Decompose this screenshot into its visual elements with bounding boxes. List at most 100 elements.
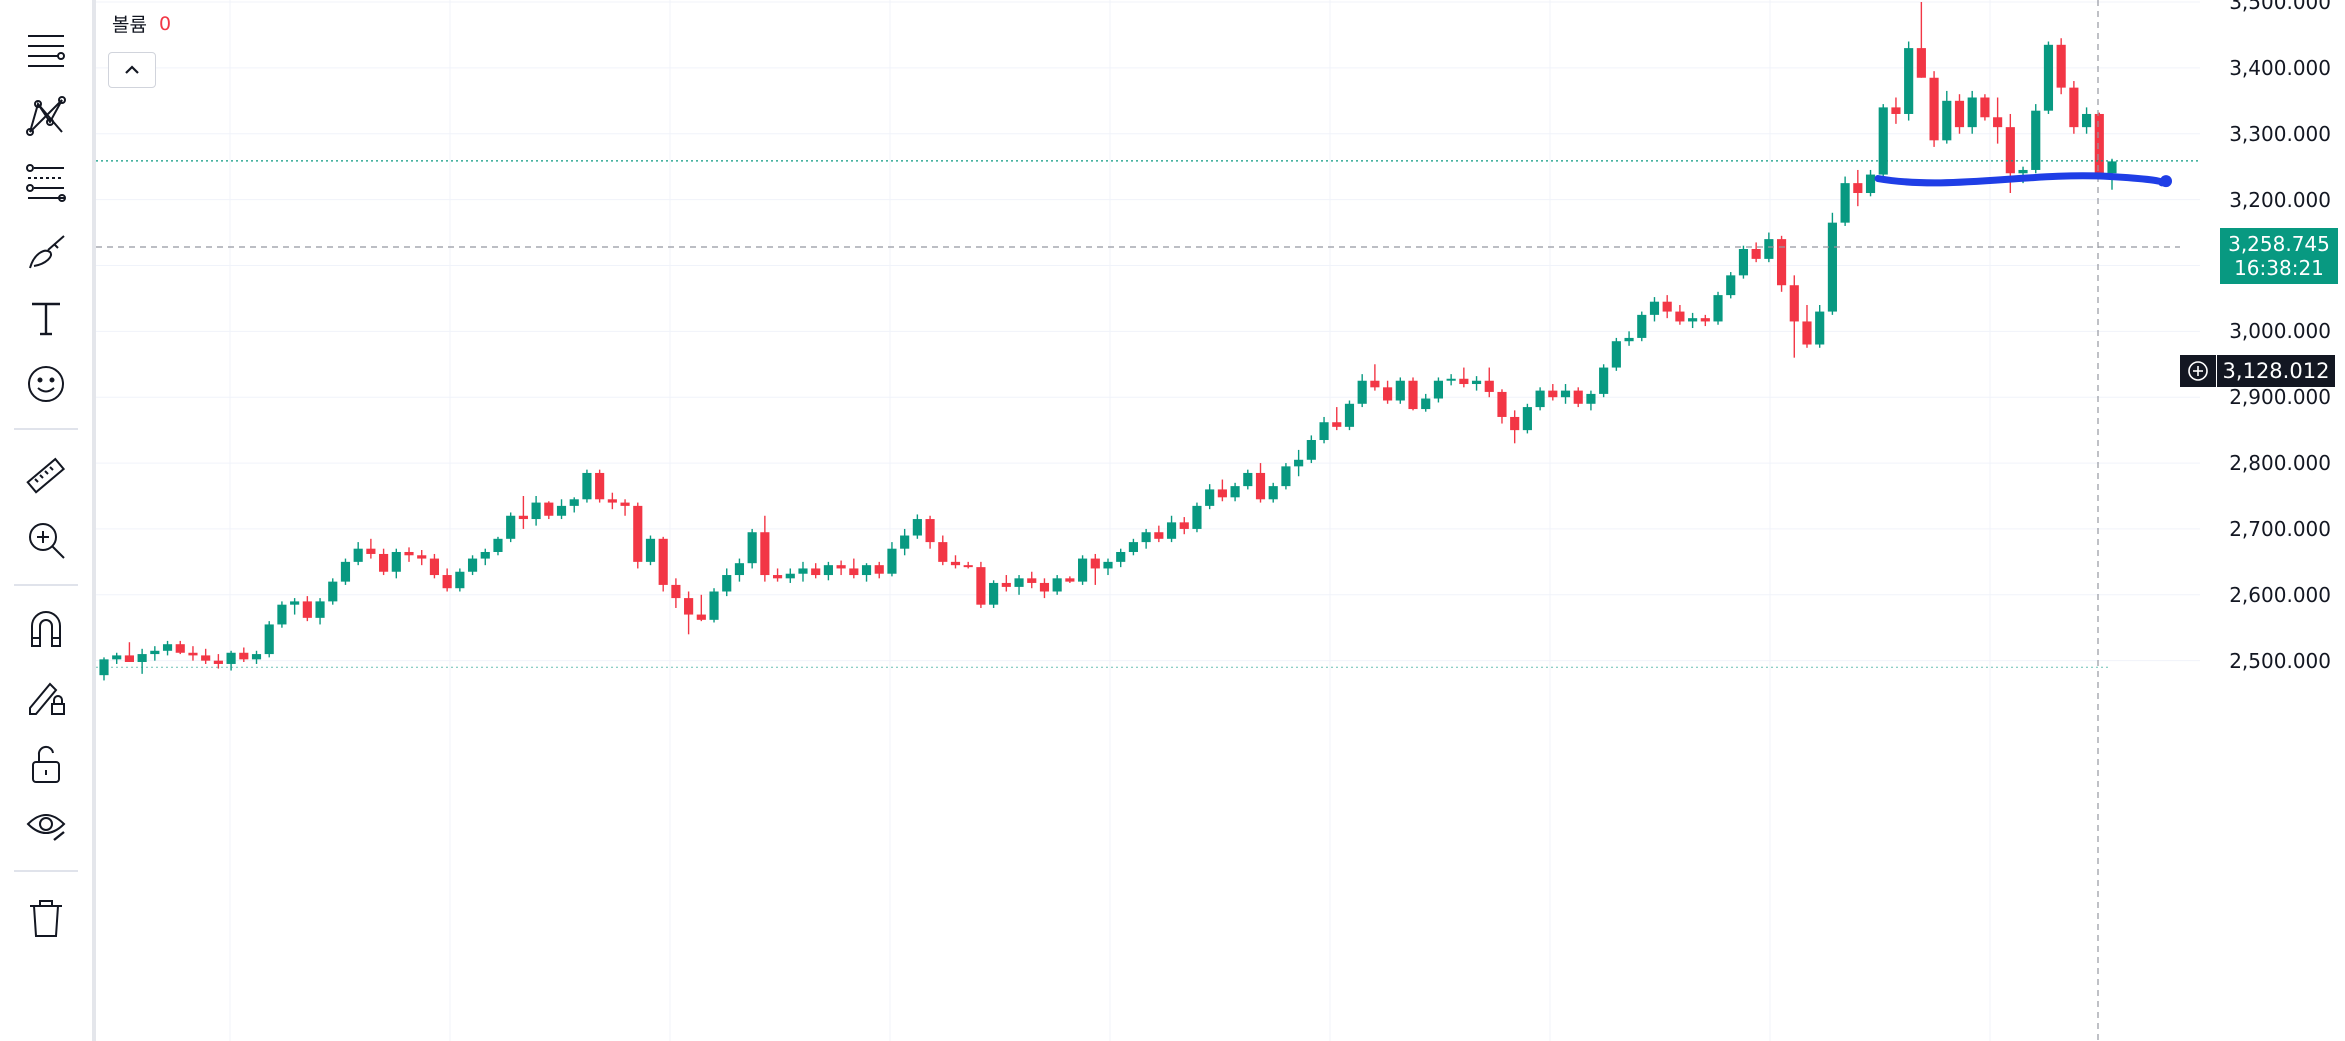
- candle: [1027, 571, 1037, 589]
- hand-drawn-support-line: [1874, 172, 2170, 187]
- add-alert-button[interactable]: [2180, 355, 2216, 387]
- price-tick-label: 2,600.000: [2229, 582, 2331, 607]
- price-axis[interactable]: 3,500.0003,400.0003,300.0003,200.0003,10…: [2200, 0, 2345, 1041]
- candle: [1446, 374, 1456, 386]
- candle: [1306, 435, 1316, 464]
- candle: [429, 553, 440, 579]
- candle: [1751, 242, 1761, 263]
- candle: [1713, 291, 1723, 325]
- candle: [1662, 295, 1672, 319]
- ruler-icon[interactable]: [20, 450, 72, 502]
- candle: [1205, 484, 1215, 510]
- candle: [518, 496, 528, 529]
- candle: [887, 542, 897, 577]
- candle: [2031, 104, 2041, 174]
- candle: [1383, 380, 1393, 404]
- price-tick-label: 3,200.000: [2229, 187, 2331, 212]
- candle: [112, 652, 122, 664]
- candle: [1268, 482, 1278, 503]
- candle: [1014, 575, 1024, 595]
- lock-drawing-icon[interactable]: [20, 670, 72, 722]
- candle: [1166, 515, 1177, 543]
- candle: [162, 640, 173, 656]
- candle: [1954, 94, 1965, 134]
- candle: [1738, 245, 1749, 279]
- candle: [811, 563, 821, 579]
- candle: [1090, 553, 1100, 585]
- current-price-value: 3,258.745: [2228, 232, 2330, 256]
- candle: [595, 469, 605, 503]
- fib-tool-icon[interactable]: [20, 158, 72, 210]
- candle: [1891, 97, 1901, 124]
- price-tick-label: 3,500.000: [2229, 0, 2331, 14]
- magnet-icon[interactable]: [20, 604, 72, 656]
- candle: [1484, 367, 1494, 398]
- candle: [1929, 71, 1939, 147]
- candle: [1599, 364, 1609, 398]
- crosshair-price-value: 3,128.012: [2222, 359, 2330, 383]
- candle: [467, 555, 478, 576]
- candle: [1840, 176, 1850, 226]
- candle: [861, 563, 872, 582]
- pattern-tool-icon[interactable]: [20, 90, 72, 142]
- trash-icon[interactable]: [20, 892, 72, 944]
- chart-grid: [96, 0, 2200, 1041]
- lines-tool-icon[interactable]: [20, 24, 72, 76]
- candle: [544, 501, 554, 520]
- candle: [1370, 364, 1380, 391]
- candle: [188, 646, 198, 661]
- text-tool-icon[interactable]: [20, 292, 72, 344]
- candle: [912, 514, 922, 539]
- candle: [480, 548, 490, 566]
- price-tick-label: 3,400.000: [2229, 55, 2331, 80]
- toolbar-separator: [14, 428, 78, 430]
- candle: [124, 642, 134, 662]
- candle: [213, 654, 223, 669]
- price-tick-label: 3,000.000: [2229, 319, 2331, 344]
- candle: [379, 548, 389, 576]
- candle: [1230, 482, 1240, 502]
- candle: [569, 497, 579, 513]
- candle: [684, 591, 694, 635]
- candle: [1039, 578, 1050, 599]
- hand-drawn-line-end: [2160, 175, 2172, 188]
- candle: [391, 548, 401, 579]
- candle: [1192, 502, 1202, 533]
- candle: [506, 512, 516, 543]
- eye-icon[interactable]: [20, 800, 72, 852]
- collapse-legend-button[interactable]: [108, 52, 156, 88]
- candle: [1128, 538, 1138, 556]
- candle: [1421, 393, 1431, 412]
- candle: [989, 580, 999, 608]
- emoji-tool-icon[interactable]: [20, 358, 72, 410]
- candle: [290, 598, 300, 615]
- unlock-icon[interactable]: [20, 738, 72, 790]
- candle: [645, 535, 656, 566]
- candle: [137, 648, 147, 674]
- candle: [1510, 410, 1520, 444]
- candle: [1967, 90, 1977, 134]
- candle: [1319, 416, 1329, 444]
- candle: [302, 596, 312, 622]
- price-tick-label: 2,900.000: [2229, 385, 2331, 410]
- candle: [1395, 377, 1405, 404]
- candle: [1802, 304, 1812, 348]
- candle: [722, 568, 732, 597]
- candle: [1586, 390, 1596, 411]
- toolbar-separator: [14, 870, 78, 872]
- candle: [671, 578, 681, 608]
- plus-circle-icon: [2188, 361, 2208, 381]
- candle: [1103, 558, 1113, 576]
- drawing-toolbar: [0, 0, 92, 1041]
- brush-tool-icon[interactable]: [20, 226, 72, 278]
- candle: [976, 561, 986, 608]
- candle: [747, 528, 757, 569]
- candle: [938, 535, 948, 566]
- candle: [1993, 97, 2003, 144]
- candle: [1611, 337, 1621, 371]
- candle: [772, 568, 783, 582]
- candle: [696, 594, 706, 622]
- zoom-in-icon[interactable]: [20, 514, 72, 566]
- candle: [1294, 449, 1304, 477]
